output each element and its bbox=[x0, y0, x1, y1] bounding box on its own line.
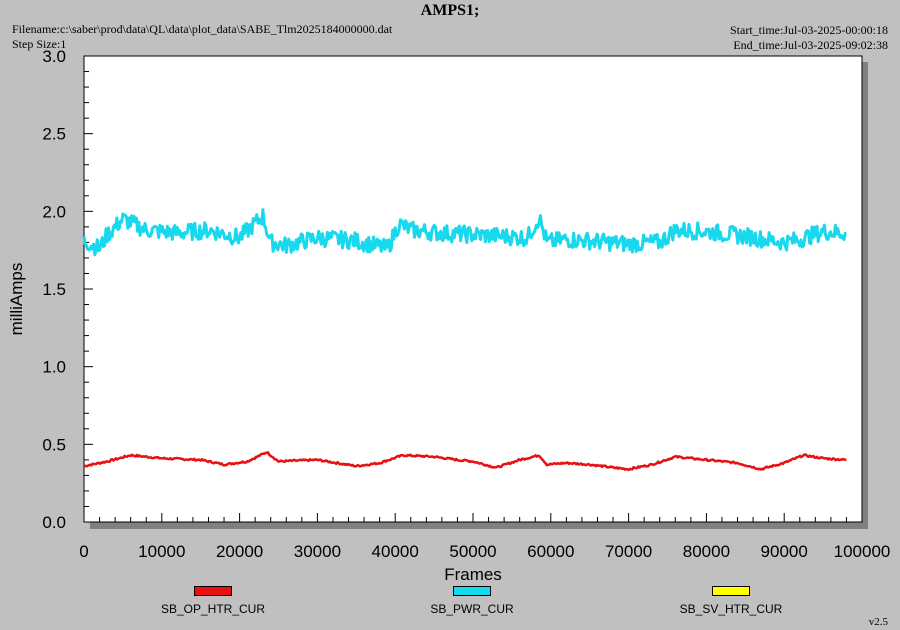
x-tick-label: 0 bbox=[79, 542, 88, 561]
y-tick-label: 2.0 bbox=[42, 202, 66, 221]
x-tick-label: 10000 bbox=[138, 542, 185, 561]
chart-title: AMPS1; bbox=[420, 2, 480, 19]
version-label: v2.5 bbox=[868, 616, 888, 628]
legend-item-sv-htr: SB_SV_HTR_CUR bbox=[631, 586, 831, 616]
legend-label: SB_PWR_CUR bbox=[430, 602, 514, 616]
legend-swatch bbox=[453, 586, 491, 596]
x-tick-label: 70000 bbox=[605, 542, 652, 561]
x-tick-label: 100000 bbox=[834, 542, 891, 561]
x-axis-label: Frames bbox=[444, 565, 502, 584]
y-tick-label: 0.0 bbox=[42, 513, 66, 532]
legend-item-pwr: SB_PWR_CUR bbox=[372, 586, 572, 616]
y-axis-label: milliAmps bbox=[7, 263, 26, 336]
x-tick-label: 50000 bbox=[449, 542, 496, 561]
end-time-label: End_time:Jul-03-2025-09:02:38 bbox=[733, 38, 888, 52]
plot-area bbox=[83, 55, 863, 523]
x-tick-label: 90000 bbox=[761, 542, 808, 561]
filename-label: Filename:c:\saber\prod\data\QL\data\plot… bbox=[12, 22, 393, 36]
series-line-sb-pwr-cur bbox=[82, 208, 847, 257]
x-tick-label: 20000 bbox=[216, 542, 263, 561]
legend-item-op-htr: SB_OP_HTR_CUR bbox=[113, 586, 313, 616]
y-tick-label: 3.0 bbox=[42, 47, 66, 66]
y-tick-label: 1.5 bbox=[42, 280, 66, 299]
y-tick-label: 0.5 bbox=[42, 435, 66, 454]
y-tick-label: 2.5 bbox=[42, 125, 66, 144]
legend-swatch bbox=[712, 586, 750, 596]
step-size-label: Step Size:1 bbox=[12, 37, 67, 51]
y-tick-label: 1.0 bbox=[42, 358, 66, 377]
start-time-label: Start_time:Jul-03-2025-00:00:18 bbox=[730, 23, 888, 37]
legend-label: SB_SV_HTR_CUR bbox=[679, 602, 783, 616]
x-tick-label: 40000 bbox=[372, 542, 419, 561]
legend-swatch bbox=[194, 586, 232, 596]
x-tick-label: 80000 bbox=[683, 542, 730, 561]
x-tick-label: 60000 bbox=[527, 542, 574, 561]
x-tick-label: 30000 bbox=[294, 542, 341, 561]
series-line-sb-op-htr-cur bbox=[83, 451, 847, 472]
legend-label: SB_OP_HTR_CUR bbox=[160, 602, 266, 616]
